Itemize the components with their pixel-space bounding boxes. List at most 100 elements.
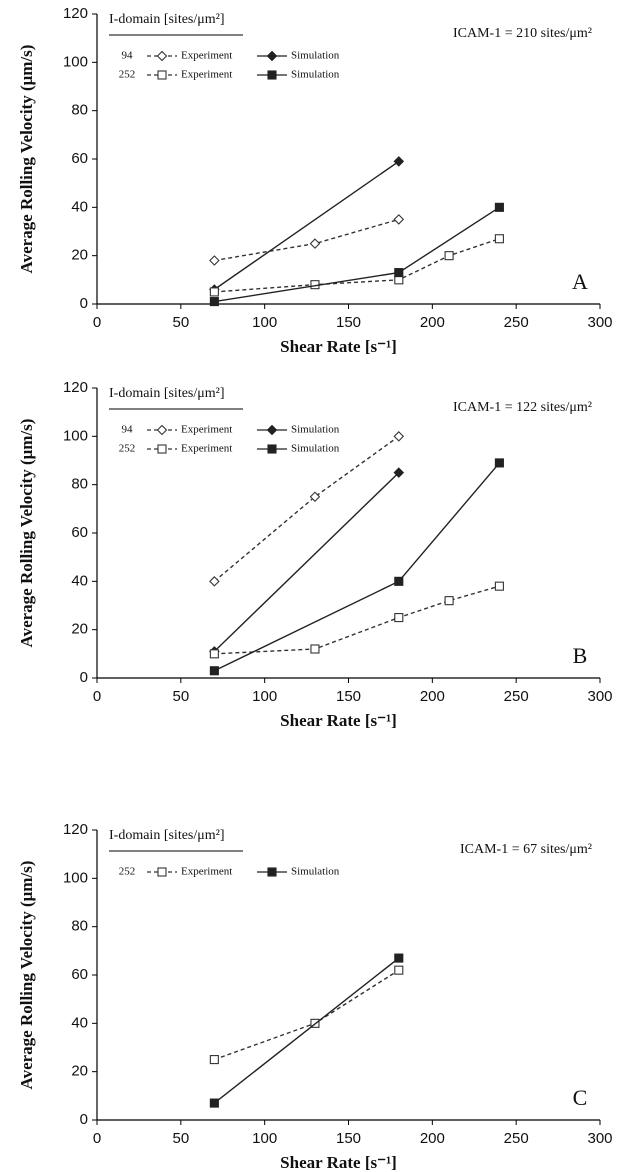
marker [310,644,320,654]
y-tick-label: 0 [80,669,88,686]
x-tick-label: 250 [504,314,529,331]
legend-label: Experiment [181,424,232,436]
marker [209,666,219,676]
y-tick-label: 60 [71,150,88,167]
y-tick-label: 20 [71,1063,88,1080]
marker [394,268,404,278]
marker [309,238,321,249]
y-tick-label: 100 [63,427,88,444]
panel-label: C [573,1085,588,1110]
y-axis-title: Average Rolling Velocity (μm/s) [17,45,36,274]
x-tick-label: 50 [172,314,189,331]
series-line [214,969,400,1061]
marker [209,649,219,659]
legend-label: Simulation [291,443,340,455]
y-axis-title: Average Rolling Velocity (μm/s) [17,861,36,1090]
marker [157,444,167,454]
x-tick-label: 300 [587,1130,612,1147]
marker [393,156,405,167]
x-tick-label: 150 [336,688,361,705]
legend-title: I-domain [sites/μm²] [109,12,225,27]
y-tick-label: 80 [71,918,88,935]
series-line [213,160,400,291]
x-tick-label: 250 [504,688,529,705]
marker [267,444,277,454]
y-tick-label: 80 [71,102,88,119]
x-tick-label: 150 [336,1130,361,1147]
series-line [214,238,500,293]
y-tick-label: 20 [71,247,88,264]
legend-label: Experiment [181,50,232,62]
legend-label: Experiment [181,866,232,878]
legend-group: 94 [122,424,134,436]
marker [394,576,404,586]
panel: 0 20 40 60 80 100 120 0 50 100 150 200 250 300 Shear R… [17,379,613,730]
y-tick-label: 120 [63,379,88,396]
y-tick-label: 120 [63,821,88,838]
marker [393,214,405,225]
marker [393,467,405,478]
series-line [213,435,400,582]
y-tick-label: 40 [71,572,88,589]
marker [494,581,504,591]
marker [209,1055,219,1065]
y-tick-label: 100 [63,869,88,886]
legend-label: Experiment [181,443,232,455]
legend-label: Simulation [291,424,340,436]
annotation: ICAM-1 = 67 sites/μm² [460,842,592,857]
marker [209,576,220,587]
x-axis-title: Shear Rate [s⁻¹] [280,1153,397,1172]
legend-group: 94 [122,50,134,62]
x-tick-label: 150 [336,314,361,331]
y-tick-label: 0 [80,295,88,312]
legend-group: 252 [119,866,136,878]
panel-label: A [572,269,588,294]
x-axis-title: Shear Rate [s⁻¹] [280,337,397,356]
x-axis-title: Shear Rate [s⁻¹] [280,711,397,730]
x-tick-label: 0 [93,314,101,331]
marker [494,234,504,244]
x-tick-label: 200 [420,688,445,705]
y-tick-label: 40 [71,1014,88,1031]
x-tick-label: 200 [420,1130,445,1147]
x-tick-label: 0 [93,1130,101,1147]
y-tick-label: 120 [63,5,88,22]
y-tick-label: 60 [71,524,88,541]
marker [444,251,454,261]
legend-label: Simulation [291,866,340,878]
marker [394,953,404,963]
marker [309,491,321,503]
series-line [213,957,400,1104]
y-tick-label: 60 [71,966,88,983]
marker [494,202,504,212]
marker [157,867,167,877]
panel-label: B [573,643,588,668]
marker [209,297,219,307]
x-tick-label: 300 [587,688,612,705]
y-axis-title: Average Rolling Velocity (μm/s) [17,419,36,648]
annotation: ICAM-1 = 210 sites/μm² [453,26,592,41]
marker [209,1098,219,1108]
x-tick-label: 100 [252,1130,277,1147]
annotation: ICAM-1 = 122 sites/μm² [453,400,592,415]
x-tick-label: 0 [93,688,101,705]
marker [209,287,219,297]
y-tick-label: 40 [71,198,88,215]
marker [209,255,220,266]
marker [156,50,168,62]
panel: 0 20 40 60 80 100 120 0 50 100 150 200 250 300 Shear R… [17,5,613,356]
y-tick-label: 0 [80,1111,88,1128]
series-line [214,206,500,303]
marker [444,596,454,606]
marker [267,70,277,80]
legend-title: I-domain [sites/μm²] [109,828,225,843]
series-line [213,472,400,652]
x-tick-label: 100 [252,314,277,331]
marker [266,50,278,62]
marker [267,867,277,877]
y-tick-label: 100 [63,53,88,70]
marker [494,458,504,468]
x-tick-label: 50 [172,688,189,705]
x-tick-label: 250 [504,1130,529,1147]
legend-group: 252 [119,443,136,455]
